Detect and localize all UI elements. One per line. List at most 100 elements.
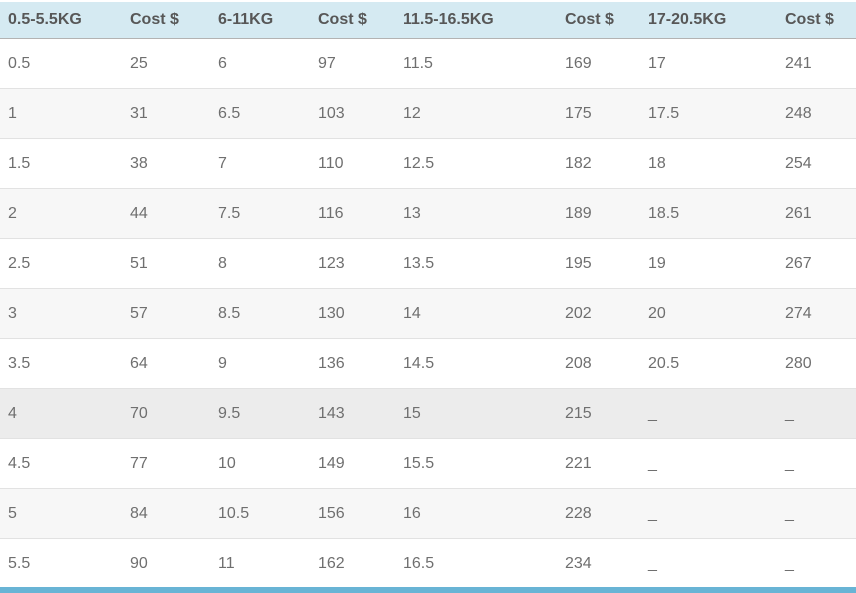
table-cell: 254 xyxy=(777,138,856,189)
table-row: 4.5 77 10 149 15.5 221 _ _ xyxy=(0,438,856,489)
table-header-row: 0.5-5.5KG Cost $6-11KG Cost $11.5-16.5KG Co… xyxy=(0,2,856,39)
table-cell: 3 xyxy=(0,288,122,339)
column-header: Cost $ xyxy=(777,2,856,39)
table-row: 4 70 9.5 143 15 215 _ _ xyxy=(0,388,856,439)
table-cell: 248 xyxy=(777,88,856,139)
table-cell: 189 xyxy=(557,188,640,239)
table-cell: 143 xyxy=(310,388,395,439)
table-cell: 110 xyxy=(310,138,395,189)
table-cell: 195 xyxy=(557,238,640,289)
table-cell: 70 xyxy=(122,388,210,439)
table-cell: 1 xyxy=(0,88,122,139)
table-cell: 7 xyxy=(210,138,310,189)
table-cell: 57 xyxy=(122,288,210,339)
table-cell: 116 xyxy=(310,188,395,239)
table-cell: 11.5 xyxy=(395,38,557,89)
table-cell: 10.5 xyxy=(210,488,310,539)
table-cell: 17.5 xyxy=(640,88,777,139)
table-cell: 90 xyxy=(122,538,210,589)
table-cell: 202 xyxy=(557,288,640,339)
table-cell: 11 xyxy=(210,538,310,589)
table-cell: 4.5 xyxy=(0,438,122,489)
horizontal-scrollbar[interactable] xyxy=(0,587,856,593)
table-cell: 228 xyxy=(557,488,640,539)
table-cell: 162 xyxy=(310,538,395,589)
table-cell: 97 xyxy=(310,38,395,89)
table-cell: 175 xyxy=(557,88,640,139)
table-cell: 149 xyxy=(310,438,395,489)
table-cell: 261 xyxy=(777,188,856,239)
column-header: 0.5-5.5KG xyxy=(0,2,122,39)
table-cell: 267 xyxy=(777,238,856,289)
table-cell: 31 xyxy=(122,88,210,139)
table-cell: 8.5 xyxy=(210,288,310,339)
table-cell: 25 xyxy=(122,38,210,89)
table-cell: 2.5 xyxy=(0,238,122,289)
table-cell: 12 xyxy=(395,88,557,139)
table-cell: 156 xyxy=(310,488,395,539)
table-cell: _ xyxy=(640,438,777,489)
table-cell: 280 xyxy=(777,338,856,389)
table-cell: 18 xyxy=(640,138,777,189)
table-cell: 16.5 xyxy=(395,538,557,589)
table-row: 1 31 6.5 103 12 175 17.5 248 xyxy=(0,88,856,139)
table-cell: 103 xyxy=(310,88,395,139)
column-header: 17-20.5KG xyxy=(640,2,777,39)
table-cell: 20.5 xyxy=(640,338,777,389)
table-cell: 123 xyxy=(310,238,395,289)
table-body: 0.5 25 6 97 11.5 169 17 241 1 31 6.5 103 12 175 17.5 24… xyxy=(0,38,856,589)
table-cell: 17 xyxy=(640,38,777,89)
table-row: 3.5 64 9 136 14.5 208 20.5 280 xyxy=(0,338,856,389)
table-cell: _ xyxy=(640,538,777,589)
table-row: 5.5 90 11 162 16.5 234 _ _ xyxy=(0,538,856,589)
table-cell: _ xyxy=(777,538,856,589)
column-header: Cost $ xyxy=(557,2,640,39)
table-cell: _ xyxy=(640,488,777,539)
table-cell: 64 xyxy=(122,338,210,389)
column-header: 6-11KG xyxy=(210,2,310,39)
table-cell: 6.5 xyxy=(210,88,310,139)
table-cell: 234 xyxy=(557,538,640,589)
table-row: 2.5 51 8 123 13.5 195 19 267 xyxy=(0,238,856,289)
table-cell: 136 xyxy=(310,338,395,389)
table-cell: 19 xyxy=(640,238,777,289)
table-cell: 14 xyxy=(395,288,557,339)
table-row: 2 44 7.5 116 13 189 18.5 261 xyxy=(0,188,856,239)
table-cell: 13 xyxy=(395,188,557,239)
table-cell: 44 xyxy=(122,188,210,239)
table-row: 1.5 38 7 110 12.5 182 18 254 xyxy=(0,138,856,189)
table-cell: 9 xyxy=(210,338,310,389)
table-cell: 5.5 xyxy=(0,538,122,589)
table-cell: 3.5 xyxy=(0,338,122,389)
table-cell: _ xyxy=(777,438,856,489)
table-cell: _ xyxy=(640,388,777,439)
table-cell: _ xyxy=(777,488,856,539)
table-cell: 77 xyxy=(122,438,210,489)
table-cell: 5 xyxy=(0,488,122,539)
column-header: 11.5-16.5KG xyxy=(395,2,557,39)
table-cell: 9.5 xyxy=(210,388,310,439)
table-cell: 169 xyxy=(557,38,640,89)
table-cell: 10 xyxy=(210,438,310,489)
table-cell: 15 xyxy=(395,388,557,439)
table-cell: 0.5 xyxy=(0,38,122,89)
table-cell: 1.5 xyxy=(0,138,122,189)
table-cell: 2 xyxy=(0,188,122,239)
table-cell: 241 xyxy=(777,38,856,89)
table-cell: 18.5 xyxy=(640,188,777,239)
table-cell: 14.5 xyxy=(395,338,557,389)
table-cell: 182 xyxy=(557,138,640,189)
table-cell: 221 xyxy=(557,438,640,489)
table-cell: 8 xyxy=(210,238,310,289)
table-cell: 84 xyxy=(122,488,210,539)
table-cell: 215 xyxy=(557,388,640,439)
table-row: 3 57 8.5 130 14 202 20 274 xyxy=(0,288,856,339)
table-cell: 51 xyxy=(122,238,210,289)
table-cell: 7.5 xyxy=(210,188,310,239)
table-cell: 130 xyxy=(310,288,395,339)
table-cell: 6 xyxy=(210,38,310,89)
column-header: Cost $ xyxy=(122,2,210,39)
table-cell: 4 xyxy=(0,388,122,439)
